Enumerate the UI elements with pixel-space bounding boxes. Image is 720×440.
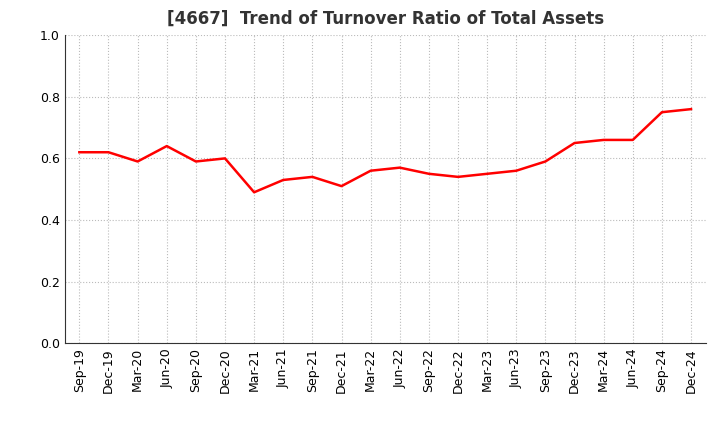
Title: [4667]  Trend of Turnover Ratio of Total Assets: [4667] Trend of Turnover Ratio of Total … (166, 10, 604, 28)
